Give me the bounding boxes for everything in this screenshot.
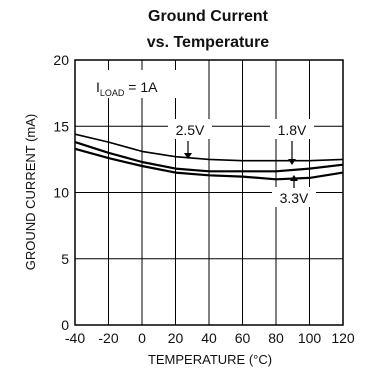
x-tick-label: 80 — [268, 330, 284, 346]
y-tick-label: 0 — [61, 317, 69, 333]
y-tick-label: 10 — [53, 185, 69, 201]
y-tick-label: 15 — [53, 118, 69, 134]
x-tick-label: 20 — [168, 330, 184, 346]
load-annotation-value: = 1A — [124, 79, 158, 95]
x-tick-label: 60 — [235, 330, 251, 346]
x-tick-label: 40 — [201, 330, 217, 346]
x-axis-label: TEMPERATURE (°C) — [148, 352, 272, 367]
x-tick-label: 120 — [331, 330, 355, 346]
load-annotation-subscript: LOAD — [100, 88, 125, 98]
arrowhead-1-8v — [288, 159, 296, 165]
x-tick-label: 100 — [298, 330, 322, 346]
y-axis-label: GROUND CURRENT (mA) — [23, 114, 38, 270]
series-label-3-3v: 3.3V — [280, 190, 309, 206]
chart-title-line-2: vs. Temperature — [147, 34, 270, 51]
series-label-1-8v: 1.8V — [278, 122, 307, 138]
series-label-2-5v: 2.5V — [176, 122, 205, 138]
y-tick-label: 5 — [61, 251, 69, 267]
x-tick-label: 0 — [138, 330, 146, 346]
x-tick-label: -20 — [98, 330, 118, 346]
chart-title-line-1: Ground Current — [148, 8, 269, 25]
y-tick-label: 20 — [53, 52, 69, 68]
